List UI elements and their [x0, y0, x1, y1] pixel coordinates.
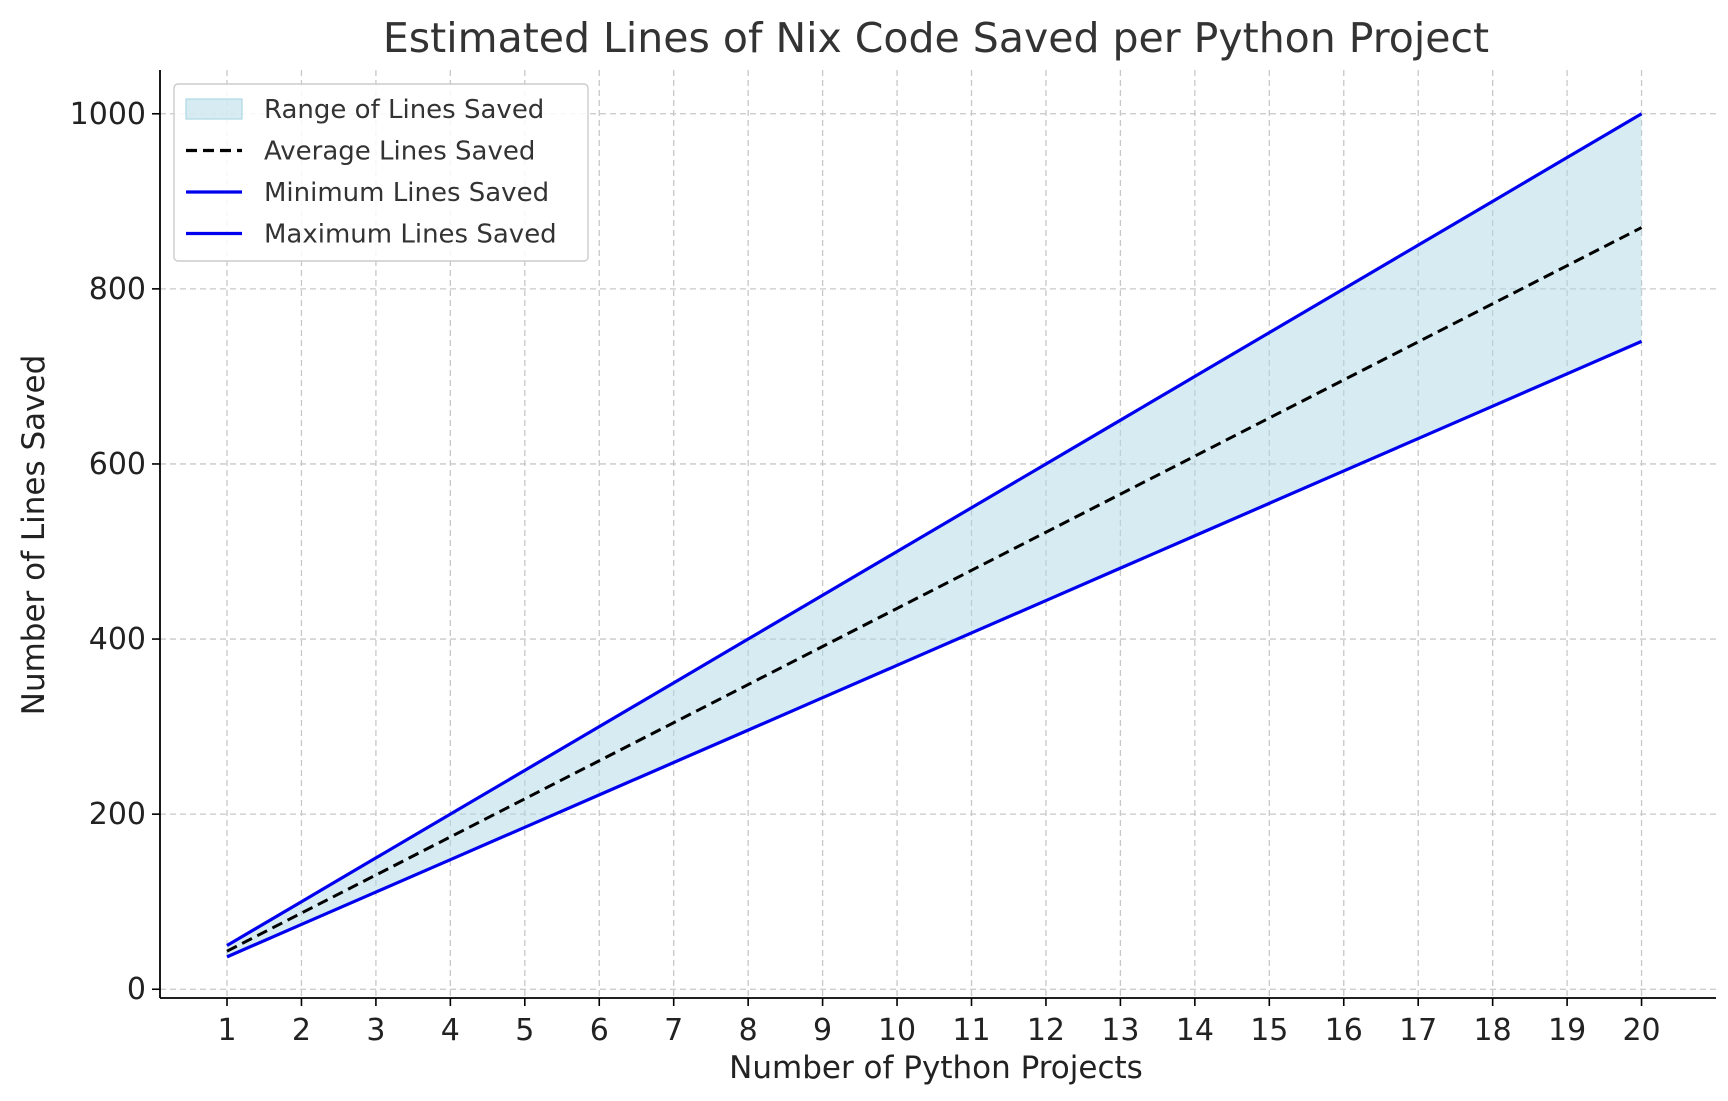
legend-entry-minimum-lines-saved: Minimum Lines Saved — [186, 178, 549, 208]
x-tick-label: 3 — [366, 1013, 385, 1048]
y-tick-label: 800 — [89, 272, 146, 307]
range-fill-layer — [227, 113, 1642, 957]
x-axis-label: Number of Python Projects — [729, 1050, 1143, 1086]
x-tick-label: 8 — [739, 1013, 758, 1048]
x-tick-label: 15 — [1250, 1013, 1288, 1048]
legend-label: Range of Lines Saved — [264, 95, 544, 125]
y-tick-label: 1000 — [70, 97, 146, 132]
maximum-lines-saved-line — [226, 112, 1643, 947]
x-tick-label: 5 — [515, 1013, 534, 1048]
x-tick-label: 18 — [1474, 1013, 1512, 1048]
range-fill-area — [227, 113, 1642, 957]
x-tick-label: 11 — [952, 1013, 990, 1048]
y-tick-label: 0 — [127, 972, 146, 1007]
x-tick-label: 6 — [590, 1013, 609, 1048]
minimum-lines-saved-line — [226, 339, 1643, 959]
y-axis-label: Number of Lines Saved — [16, 355, 52, 716]
x-tick-label: 1 — [217, 1013, 236, 1048]
x-tick-label: 14 — [1176, 1013, 1214, 1048]
average-lines-saved-line — [226, 226, 1643, 953]
x-tick-label: 20 — [1622, 1013, 1660, 1048]
legend-label: Minimum Lines Saved — [264, 178, 549, 208]
legend-label: Maximum Lines Saved — [264, 220, 557, 250]
y-tick-label: 200 — [89, 797, 146, 832]
x-tick-label: 16 — [1325, 1013, 1363, 1048]
legend-label: Average Lines Saved — [264, 137, 535, 167]
x-tick-label: 17 — [1399, 1013, 1437, 1048]
x-tick-label: 19 — [1548, 1013, 1586, 1048]
legend-box — [173, 83, 589, 262]
legend-swatch — [185, 98, 243, 120]
series-layer — [226, 112, 1643, 959]
legend-entry-average-lines-saved: Average Lines Saved — [186, 137, 535, 167]
chart-title: Estimated Lines of Nix Code Saved per Py… — [383, 14, 1489, 62]
x-tick-label: 4 — [441, 1013, 460, 1048]
x-tick-label: 12 — [1027, 1013, 1065, 1048]
x-tick-label: 13 — [1101, 1013, 1139, 1048]
axes — [152, 70, 1716, 1006]
tick-labels: 1 2 3 4 5 6 7 8 9 10 11 12 13 14 15 16 17 18 19 20020040060… — [70, 97, 1661, 1048]
legend-entry-range-of-lines-saved: Range of Lines Saved — [185, 95, 544, 125]
y-tick-label: 400 — [89, 622, 146, 657]
x-tick-label: 9 — [813, 1013, 832, 1048]
x-tick-label: 7 — [664, 1013, 683, 1048]
y-tick-label: 600 — [89, 447, 146, 482]
x-tick-label: 10 — [878, 1013, 916, 1048]
legend: Range of Lines Saved Average Lines Saved M… — [173, 83, 589, 262]
legend-entry-maximum-lines-saved: Maximum Lines Saved — [186, 220, 557, 250]
x-tick-label: 2 — [292, 1013, 311, 1048]
